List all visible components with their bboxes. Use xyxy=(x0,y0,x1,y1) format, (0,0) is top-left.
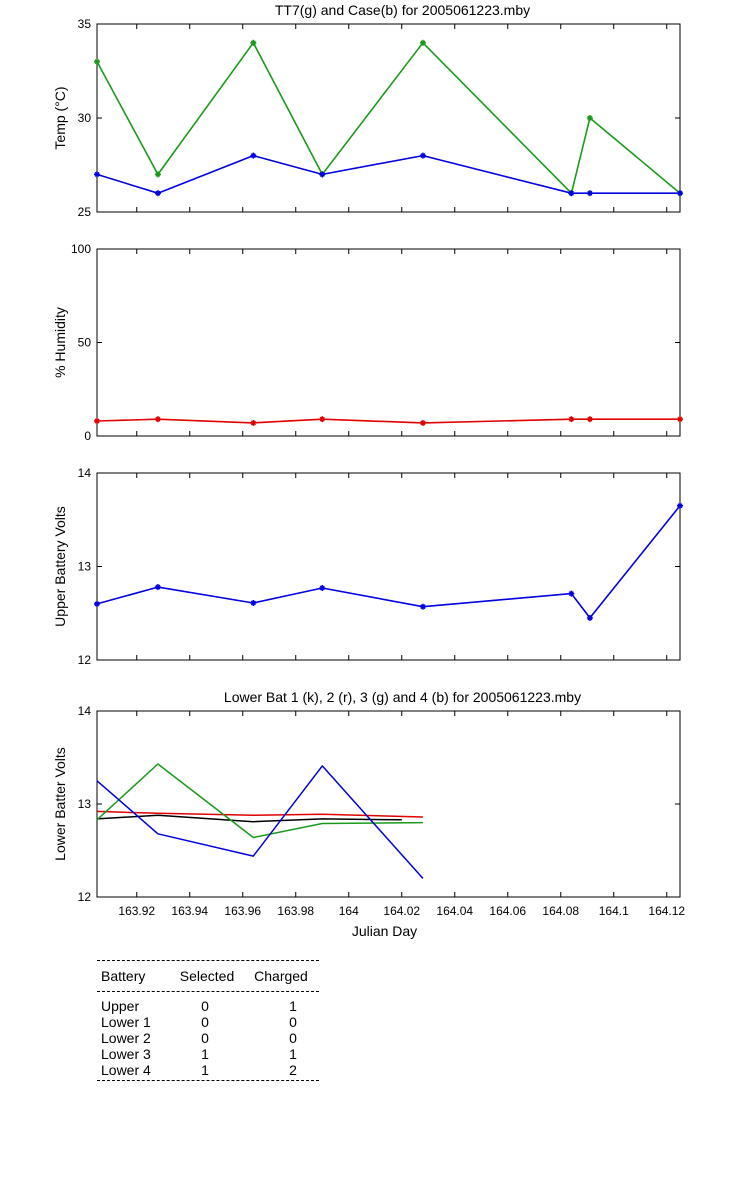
data-point xyxy=(568,190,575,197)
data-point xyxy=(568,416,575,423)
data-point xyxy=(586,614,593,621)
chart-title: TT7(g) and Case(b) for 2005061223.mby xyxy=(275,2,530,18)
chart-stack: 25 30 35 TT7(g) and Case(b) for 2005061223.… xyxy=(52,2,685,939)
y-tick-label: 12 xyxy=(78,890,92,904)
table-row: Lower 3 1 1 xyxy=(97,1046,319,1062)
x-tick-label: 164.12 xyxy=(648,904,685,918)
plot-frame xyxy=(96,710,681,898)
cell-selected: 0 xyxy=(201,998,209,1014)
table-row: Lower 4 1 2 xyxy=(97,1062,319,1078)
y-tick-label: 14 xyxy=(78,704,92,718)
battery-status-table: Battery Selected Charged Upper 0 1 Lower… xyxy=(97,960,319,1081)
cell-selected: 0 xyxy=(201,1014,209,1030)
data-point xyxy=(419,603,426,610)
plot-frame xyxy=(96,472,681,661)
cell-battery: Upper xyxy=(101,998,140,1014)
x-tick-label: 163.96 xyxy=(224,904,261,918)
y-tick-label: 0 xyxy=(84,429,91,443)
data-point xyxy=(94,418,100,425)
y-tick-label: 100 xyxy=(71,242,91,256)
x-axis-label: Julian Day xyxy=(352,923,417,939)
series-line xyxy=(96,41,681,194)
cell-battery: Lower 2 xyxy=(101,1030,151,1046)
cell-charged: 1 xyxy=(289,1046,297,1062)
cell-battery: Lower 4 xyxy=(101,1062,151,1078)
data-point xyxy=(250,39,257,46)
cell-selected: 1 xyxy=(201,1062,209,1078)
y-axis-label: Temp (°C) xyxy=(52,86,68,149)
data-point xyxy=(154,416,161,423)
series-line xyxy=(96,763,423,839)
cell-selected: 0 xyxy=(201,1030,209,1046)
data-point xyxy=(94,600,100,607)
x-tick-label: 164.02 xyxy=(383,904,420,918)
cell-selected: 1 xyxy=(201,1046,209,1062)
x-tick-label: 164.04 xyxy=(436,904,473,918)
y-tick-label: 50 xyxy=(78,336,92,350)
table-row: Upper 0 1 xyxy=(97,998,319,1014)
data-point xyxy=(677,416,683,423)
series-line xyxy=(96,810,423,818)
cell-battery: Lower 1 xyxy=(101,1014,151,1030)
data-point xyxy=(419,39,426,46)
y-tick-label: 13 xyxy=(78,797,92,811)
data-point xyxy=(250,152,257,159)
x-tick-label: 164.08 xyxy=(542,904,579,918)
cell-charged: 0 xyxy=(289,1014,297,1030)
series-line xyxy=(96,154,680,194)
data-point xyxy=(154,190,161,197)
data-point xyxy=(677,190,683,197)
x-tick-label: 164 xyxy=(339,904,359,918)
x-tick-label: 164.06 xyxy=(489,904,526,918)
series-line xyxy=(96,505,681,619)
table-bottom-rule xyxy=(97,1080,319,1081)
x-tick-label: 163.94 xyxy=(171,904,208,918)
data-point xyxy=(94,171,100,178)
data-point xyxy=(419,152,426,159)
y-tick-label: 13 xyxy=(78,560,92,574)
header-charged: Charged xyxy=(254,968,308,984)
y-tick-label: 35 xyxy=(78,17,92,31)
series-line xyxy=(96,765,424,879)
x-tick-label: 163.92 xyxy=(118,904,155,918)
header-selected: Selected xyxy=(179,968,235,984)
cell-charged: 2 xyxy=(289,1062,297,1078)
y-axis-label: % Humidity xyxy=(52,307,68,378)
y-tick-label: 12 xyxy=(78,653,92,667)
data-point xyxy=(319,171,326,178)
data-point xyxy=(586,115,593,121)
data-point xyxy=(586,190,593,197)
data-point xyxy=(94,58,100,65)
y-tick-label: 30 xyxy=(78,111,92,125)
data-point xyxy=(419,419,426,426)
x-tick-label: 164.1 xyxy=(599,904,629,918)
table-row: Lower 2 0 0 xyxy=(97,1030,319,1046)
chart-title: Lower Bat 1 (k), 2 (r), 3 (g) and 4 (b) … xyxy=(224,689,581,705)
plot-frame xyxy=(96,248,681,437)
data-point xyxy=(677,502,683,509)
table-header-rule xyxy=(97,991,319,992)
table-header-row: Battery Selected Charged xyxy=(97,961,319,991)
y-tick-label: 14 xyxy=(78,466,92,480)
y-tick-label: 25 xyxy=(78,205,92,219)
cell-charged: 0 xyxy=(289,1030,297,1046)
table-body: Upper 0 1 Lower 1 0 0 Lower 2 0 0 Lower … xyxy=(97,992,319,1080)
data-point xyxy=(568,590,575,597)
table-row: Lower 1 0 0 xyxy=(97,1014,319,1030)
cell-charged: 1 xyxy=(289,998,297,1014)
header-battery: Battery xyxy=(101,968,146,984)
y-axis-label: Upper Battery Volts xyxy=(52,506,68,627)
data-point xyxy=(154,584,161,591)
data-point xyxy=(154,171,161,178)
data-point xyxy=(586,416,593,423)
data-point xyxy=(250,419,257,426)
y-axis-label: Lower Batter Volts xyxy=(52,747,68,861)
data-point xyxy=(319,416,326,423)
data-point xyxy=(319,585,326,592)
data-point xyxy=(250,599,257,606)
cell-battery: Lower 3 xyxy=(101,1046,151,1062)
x-tick-label: 163.98 xyxy=(277,904,314,918)
table-top-rule xyxy=(97,960,319,961)
series-line xyxy=(96,418,680,424)
